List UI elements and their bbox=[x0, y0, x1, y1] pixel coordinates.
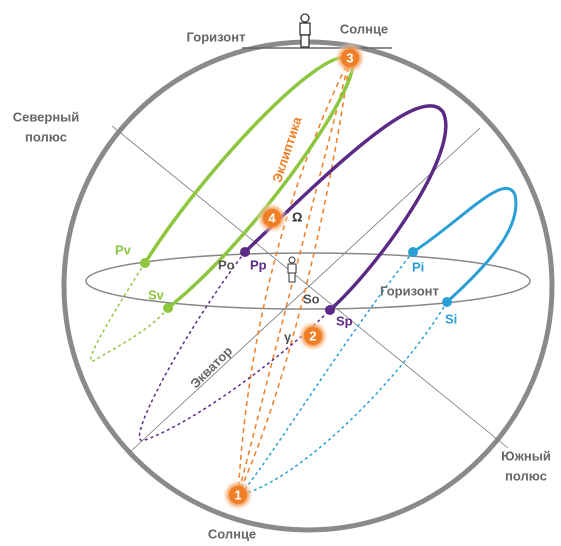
label: Si bbox=[445, 311, 457, 326]
point bbox=[163, 303, 173, 313]
label: Sv bbox=[148, 287, 165, 302]
label: Южный bbox=[501, 448, 551, 463]
point bbox=[408, 247, 418, 257]
person-icon bbox=[299, 13, 311, 48]
label: Pv bbox=[115, 242, 132, 257]
label: Po bbox=[218, 257, 235, 272]
person-icon bbox=[287, 256, 297, 283]
pole-axis bbox=[111, 125, 509, 449]
marker-label: 2 bbox=[309, 328, 316, 343]
label: Солнце bbox=[208, 526, 256, 541]
marker: 3 bbox=[334, 42, 366, 74]
label: Солнце bbox=[340, 21, 388, 36]
green-orbit bbox=[143, 55, 355, 310]
purple-orbit-dashed bbox=[138, 251, 331, 442]
blue-orbit bbox=[412, 187, 518, 304]
label: Pi bbox=[412, 259, 424, 274]
label: So bbox=[303, 291, 320, 306]
label: полюс bbox=[25, 129, 67, 144]
purple-orbit bbox=[243, 104, 448, 312]
marker: 4 bbox=[256, 202, 288, 234]
label: Эклиптика bbox=[269, 114, 305, 184]
blue-orbit-dashed bbox=[239, 251, 448, 496]
point bbox=[140, 258, 150, 268]
label: полюс bbox=[505, 468, 547, 483]
point bbox=[325, 305, 335, 315]
marker-label: 4 bbox=[268, 210, 276, 225]
label: Экватор bbox=[187, 343, 235, 391]
label: Pp bbox=[250, 257, 267, 272]
label: Горизонт bbox=[380, 283, 439, 298]
point bbox=[442, 297, 452, 307]
green-orbit-dashed bbox=[89, 262, 169, 363]
point bbox=[240, 247, 250, 257]
label: Ω bbox=[292, 209, 302, 224]
marker: 2 bbox=[297, 320, 329, 352]
marker: 1 bbox=[222, 479, 254, 511]
horizon-ellipse bbox=[85, 252, 531, 310]
label: Sp bbox=[336, 313, 353, 328]
label: Горизонт bbox=[187, 29, 246, 44]
label: γ bbox=[284, 329, 292, 344]
marker-label: 3 bbox=[346, 50, 353, 65]
label: Северный bbox=[13, 109, 80, 124]
marker-label: 1 bbox=[234, 487, 241, 502]
sphere bbox=[61, 39, 555, 533]
